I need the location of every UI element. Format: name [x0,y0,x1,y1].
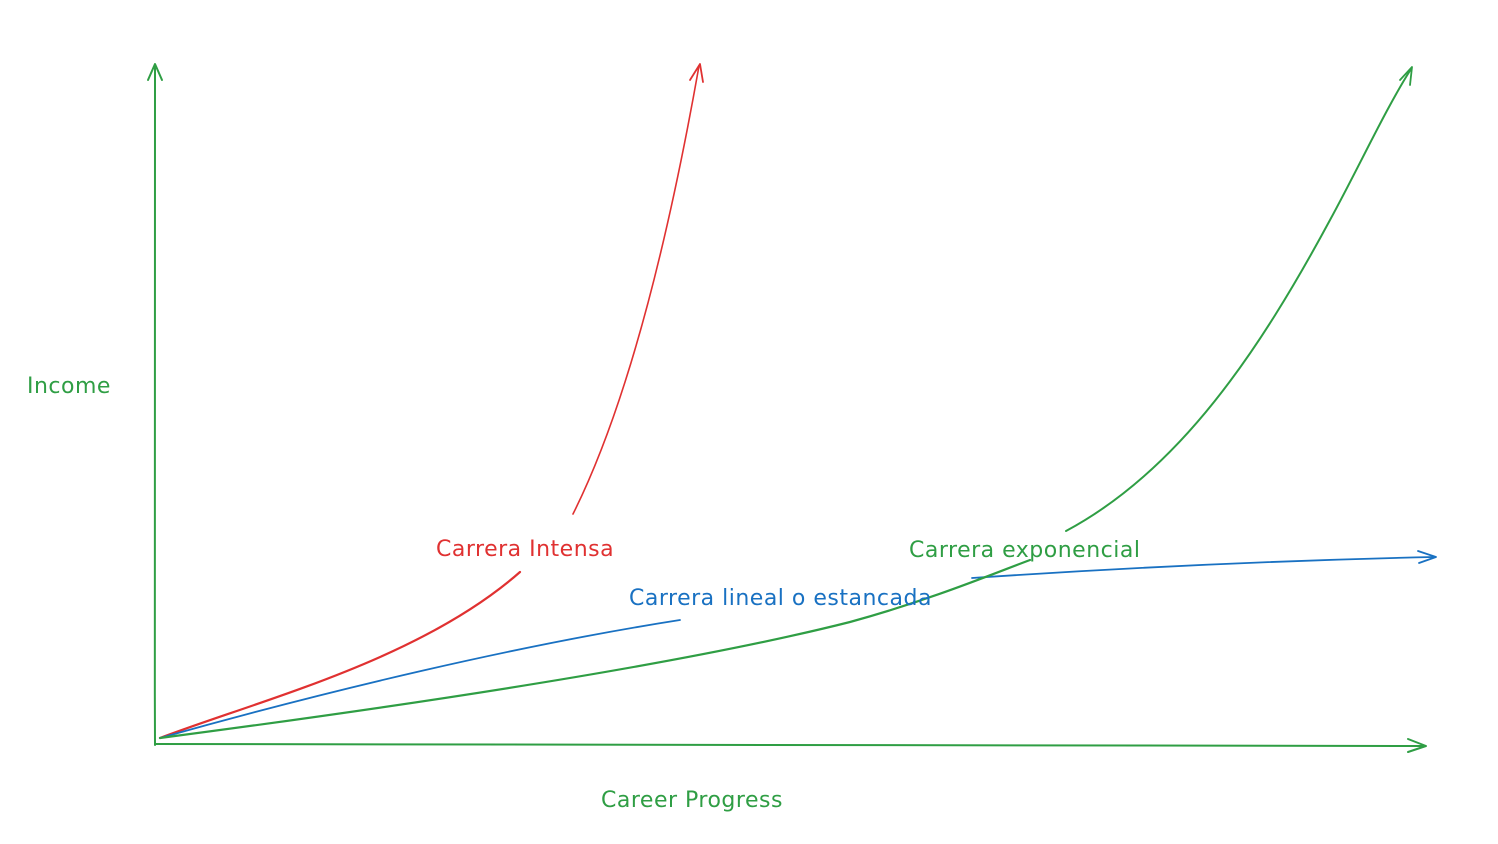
curve-lineal-line-upper [971,556,1435,579]
y-axis [147,63,163,746]
x-axis-line [154,743,1425,747]
y-axis-label: Income [27,374,111,399]
y-axis-arrowhead [147,63,163,81]
curve-exponencial-line-lower [158,558,1032,740]
x-axis [154,738,1427,753]
curve-intensa [158,63,704,740]
curve-intensa-arrowhead [689,63,704,83]
curve-lineal-arrowhead [1417,550,1437,564]
curve-exponencial-line-upper [1065,68,1412,532]
curve-lineal-line-lower [159,619,681,739]
x-axis-arrowhead [1407,738,1427,753]
curve-exponencial-label: Carrera exponencial [909,538,1140,563]
curve-intensa-line-lower [158,570,522,740]
y-axis-line [153,65,157,746]
curve-exponencial-arrowhead [1399,66,1413,86]
curve-lineal-label: Carrera lineal o estancada [629,586,932,611]
curve-intensa-label: Carrera Intensa [436,537,614,562]
curve-intensa-line-upper [572,65,700,515]
curve-exponencial [158,66,1413,740]
x-axis-label: Career Progress [601,788,783,813]
curve-lineal [159,550,1437,739]
